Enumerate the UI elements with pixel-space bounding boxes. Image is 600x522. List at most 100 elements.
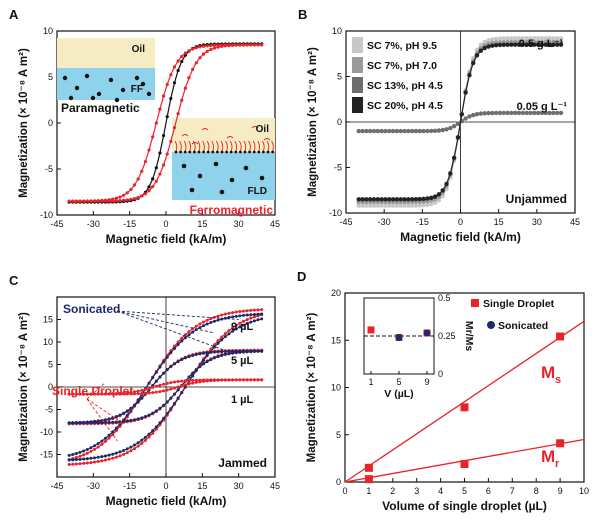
series-3-marker (360, 128, 365, 134)
label-Ms: M (541, 363, 555, 382)
series-3-marker (432, 128, 438, 133)
series-c1-up-marker (114, 426, 118, 430)
series-c4-down-marker (238, 378, 242, 382)
series-3-marker (387, 128, 392, 134)
point-Ms (364, 463, 373, 472)
panel-letter: A (9, 7, 19, 22)
series-c3-down-marker (245, 350, 249, 354)
series-1-marker (543, 36, 548, 41)
series-c4-up-marker (191, 378, 195, 382)
series-red-up-marker (154, 121, 158, 125)
series-c4-down-marker (198, 380, 202, 384)
series-c3-down-marker (82, 421, 86, 425)
y-tick-label: 0 (337, 117, 342, 127)
series-c3-down-marker (260, 349, 264, 353)
y-tick-label: 15 (43, 315, 53, 325)
series-c0-up-marker (100, 442, 104, 446)
series-3-marker (413, 128, 419, 134)
series-c1-up-marker (154, 370, 158, 374)
series-c0-down-marker (114, 455, 118, 459)
series-c3-down-marker (125, 419, 129, 423)
y-tick-label: 5 (336, 430, 341, 440)
series-red-down-marker (107, 199, 111, 203)
interface-dot (183, 150, 187, 154)
series-c4-up-marker (162, 382, 166, 386)
series-1-marker (390, 203, 396, 208)
series-c0-up-marker (249, 308, 253, 312)
series-3-marker (383, 128, 388, 134)
series-c3-down-marker (198, 365, 202, 369)
particle-dot (68, 95, 74, 101)
series-c3-down-marker (107, 420, 111, 424)
series-1-marker (528, 36, 533, 41)
series-4-marker (513, 42, 518, 47)
series-c3-down-marker (162, 403, 166, 407)
series-red-down-marker (78, 199, 82, 203)
series-c0-up-marker (212, 315, 216, 319)
series-c4-down-marker (162, 389, 166, 393)
series-c0-up-marker (89, 449, 93, 453)
series-red-down-marker (245, 43, 249, 47)
particle-dot (84, 73, 90, 79)
x-tick-label: 8 (534, 486, 539, 496)
series-c3-down-marker (187, 375, 191, 379)
series-c4-down-marker (252, 378, 256, 382)
series-c1-up-marker (82, 449, 86, 453)
series-1-marker (558, 36, 564, 41)
x-tick-label: -30 (378, 217, 391, 227)
series-1-marker (436, 198, 442, 203)
series-c1-down-marker (151, 429, 155, 433)
series-c4-up-marker (143, 387, 147, 391)
series-c0-up-marker (180, 336, 184, 340)
series-c3-down-marker (140, 416, 144, 420)
series-3-marker (551, 110, 556, 116)
series-red-up-marker (198, 45, 202, 49)
annotation-ferromagnetic: Ferromagnetic (190, 203, 274, 217)
series-c3-down-marker (158, 406, 162, 410)
series-c3-up-marker (176, 360, 180, 364)
x-tick-label: 30 (234, 481, 244, 491)
x-tick-label: 0 (458, 217, 463, 227)
series-4-marker (436, 192, 442, 197)
series-c1-down-marker (93, 456, 97, 460)
series-red-up-marker (140, 169, 144, 173)
series-1-marker (532, 36, 537, 41)
series-c0-down-marker (82, 461, 86, 465)
series-1-marker (402, 203, 407, 208)
y-tick-label: 5 (48, 72, 53, 82)
series-4-marker (535, 42, 541, 47)
point-Ms (556, 332, 565, 341)
series-black-marker (176, 68, 180, 73)
series-c1-down-marker (256, 318, 260, 322)
series-1-marker (432, 200, 438, 205)
inset-droplet-label: FF (131, 84, 143, 95)
x-tick-label: 10 (579, 486, 589, 496)
series-c4-down-marker (107, 392, 111, 396)
series-red-up-marker (169, 73, 173, 77)
series-c4-down-marker (74, 392, 78, 396)
series-c3-down-marker (216, 355, 220, 359)
series-c1-up-marker (245, 313, 249, 317)
series-1-marker (398, 203, 403, 208)
series-c3-down-marker (78, 421, 82, 425)
x-axis-label: Volume of single droplet (µL) (382, 499, 547, 513)
series-4-marker (547, 42, 552, 47)
series-c4-up-marker (176, 380, 180, 384)
inset-oil-label: Oil (256, 124, 270, 135)
series-c3-up-marker (154, 379, 158, 383)
x-tick-label: 45 (270, 481, 280, 491)
series-c1-down-marker (216, 341, 220, 345)
series-c3-up-marker (191, 353, 195, 357)
series-c0-down-marker (107, 457, 111, 461)
series-1-marker (360, 203, 365, 208)
series-c4-down-marker (191, 381, 195, 385)
particle-dot (213, 161, 219, 167)
series-c4-down-marker (249, 378, 253, 382)
series-red-down-marker (180, 98, 184, 102)
y-tick-label: 0 (48, 382, 53, 392)
series-c1-up-marker (147, 381, 151, 385)
series-4-marker (421, 196, 426, 202)
series-c0-up-marker (198, 322, 202, 326)
x-tick-label: 6 (486, 486, 491, 496)
series-red-down-marker (201, 52, 206, 56)
